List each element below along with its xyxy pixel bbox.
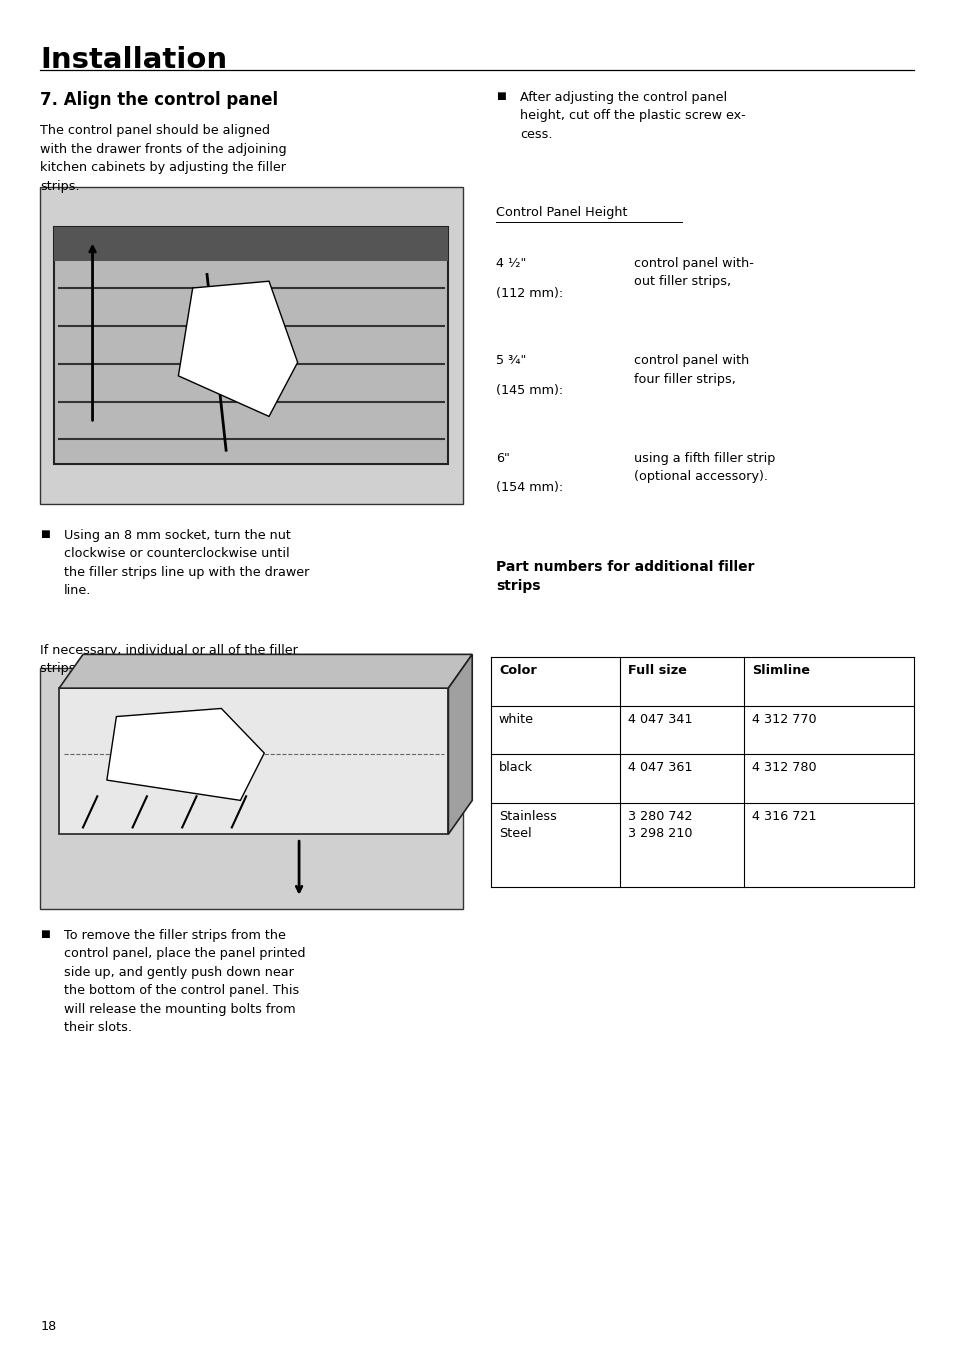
- FancyBboxPatch shape: [40, 668, 462, 909]
- Text: 18: 18: [40, 1320, 56, 1333]
- Text: 3 280 742
3 298 210: 3 280 742 3 298 210: [627, 810, 692, 840]
- Text: Installation: Installation: [40, 46, 227, 74]
- FancyBboxPatch shape: [40, 187, 462, 504]
- Text: using a fifth filler strip
(optional accessory).: using a fifth filler strip (optional acc…: [634, 452, 775, 483]
- FancyBboxPatch shape: [54, 227, 448, 261]
- Text: (154 mm):: (154 mm):: [496, 481, 562, 495]
- Text: black: black: [498, 761, 533, 775]
- Text: ■: ■: [496, 91, 505, 100]
- FancyBboxPatch shape: [59, 688, 448, 834]
- FancyBboxPatch shape: [54, 227, 448, 464]
- Text: If necessary, individual or all of the filler
strips can be removed.: If necessary, individual or all of the f…: [40, 644, 297, 675]
- Text: Control Panel Height: Control Panel Height: [496, 206, 627, 219]
- Text: 4 047 361: 4 047 361: [627, 761, 692, 775]
- Text: 6": 6": [496, 452, 510, 465]
- Text: 4 312 770: 4 312 770: [751, 713, 816, 726]
- Polygon shape: [448, 654, 472, 834]
- Text: 4 312 780: 4 312 780: [751, 761, 816, 775]
- Text: The control panel should be aligned
with the drawer fronts of the adjoining
kitc: The control panel should be aligned with…: [40, 124, 287, 193]
- Text: (112 mm):: (112 mm):: [496, 287, 562, 300]
- Text: control panel with
four filler strips,: control panel with four filler strips,: [634, 354, 749, 385]
- Text: 4 047 341: 4 047 341: [627, 713, 692, 726]
- Polygon shape: [59, 654, 472, 688]
- Text: Using an 8 mm socket, turn the nut
clockwise or counterclockwise until
the fille: Using an 8 mm socket, turn the nut clock…: [64, 529, 309, 598]
- Text: After adjusting the control panel
height, cut off the plastic screw ex-
cess.: After adjusting the control panel height…: [519, 91, 745, 141]
- Text: ■: ■: [40, 929, 50, 938]
- Polygon shape: [178, 281, 297, 416]
- Text: Color: Color: [498, 664, 537, 677]
- Text: control panel with-
out filler strips,: control panel with- out filler strips,: [634, 257, 754, 288]
- Text: white: white: [498, 713, 534, 726]
- Text: 5 ¾": 5 ¾": [496, 354, 526, 368]
- Text: Slimline: Slimline: [751, 664, 809, 677]
- Text: (145 mm):: (145 mm):: [496, 384, 562, 397]
- Polygon shape: [107, 708, 264, 800]
- Text: Part numbers for additional filler
strips: Part numbers for additional filler strip…: [496, 560, 754, 592]
- Text: Full size: Full size: [627, 664, 686, 677]
- Text: 4 ¹⁄₂": 4 ¹⁄₂": [496, 257, 526, 270]
- Text: 4 316 721: 4 316 721: [751, 810, 816, 823]
- Text: To remove the filler strips from the
control panel, place the panel printed
side: To remove the filler strips from the con…: [64, 929, 305, 1034]
- Text: ■: ■: [40, 529, 50, 538]
- Text: 7. Align the control panel: 7. Align the control panel: [40, 91, 278, 108]
- Text: Stainless
Steel: Stainless Steel: [498, 810, 557, 840]
